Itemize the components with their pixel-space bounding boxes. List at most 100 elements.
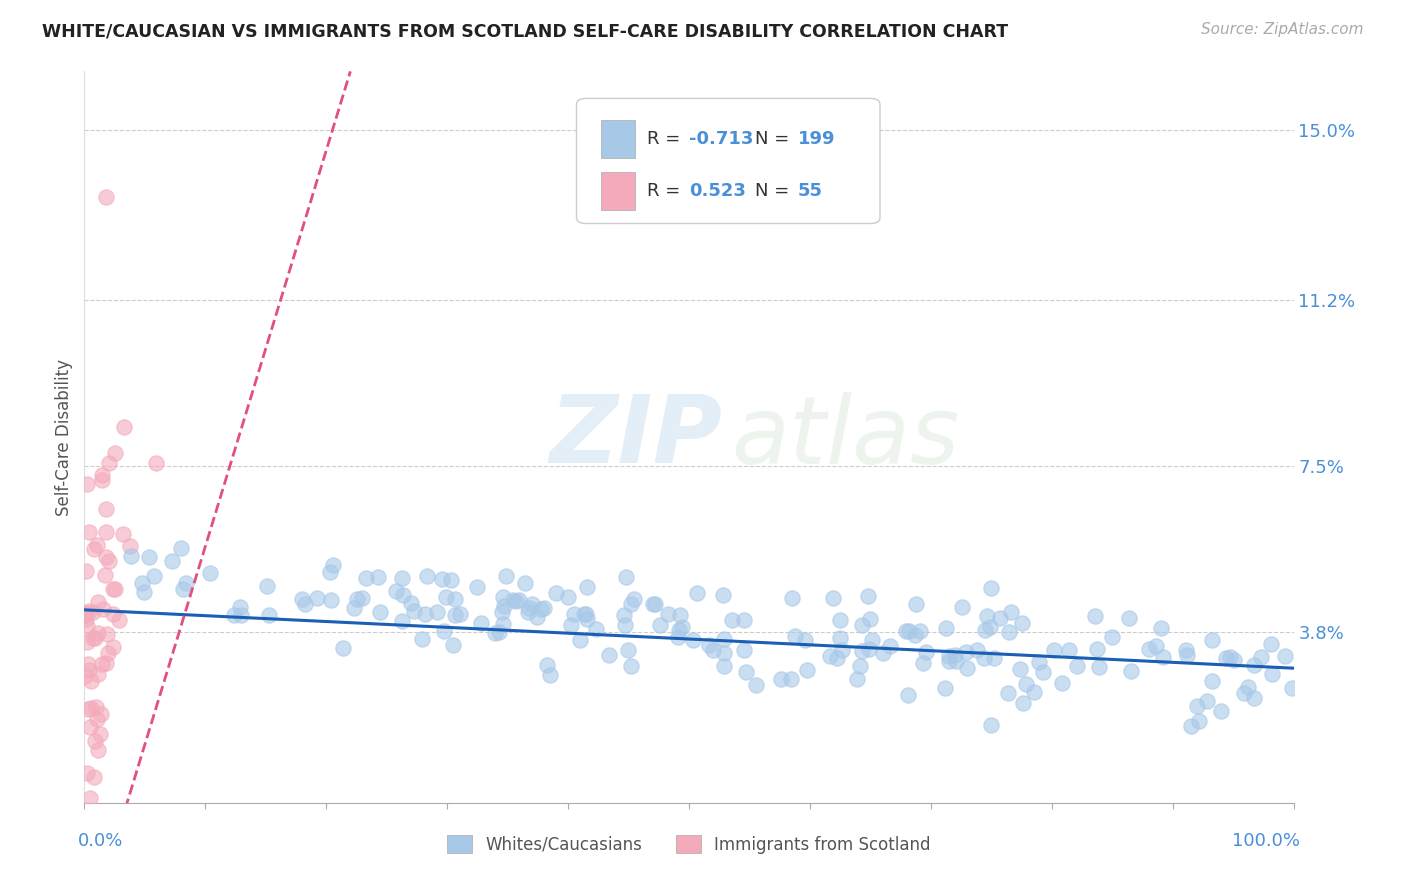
Point bbox=[641, 597, 664, 611]
Point bbox=[1243, 690, 1265, 705]
Point bbox=[90, 707, 112, 722]
Point bbox=[849, 658, 872, 673]
Point bbox=[956, 661, 979, 675]
Point bbox=[657, 607, 679, 621]
Point bbox=[711, 588, 734, 602]
Point bbox=[794, 632, 817, 647]
Point bbox=[818, 648, 841, 663]
Point bbox=[1121, 664, 1143, 678]
Point bbox=[416, 569, 439, 583]
Point bbox=[430, 573, 453, 587]
Point bbox=[94, 550, 117, 565]
Point bbox=[976, 609, 998, 624]
Point bbox=[783, 629, 806, 643]
Point bbox=[612, 607, 634, 622]
Point bbox=[84, 734, 107, 748]
Point bbox=[319, 565, 342, 579]
Point bbox=[229, 600, 252, 615]
Text: 0.523: 0.523 bbox=[689, 182, 745, 200]
Point bbox=[120, 549, 142, 563]
Point bbox=[1175, 643, 1198, 657]
Point bbox=[1008, 661, 1031, 675]
Point bbox=[914, 645, 936, 659]
Point bbox=[94, 656, 117, 670]
Point bbox=[713, 632, 735, 647]
Point bbox=[488, 624, 510, 639]
Point bbox=[305, 591, 328, 605]
Point bbox=[77, 657, 100, 671]
Point bbox=[1144, 639, 1167, 653]
Point bbox=[352, 591, 374, 606]
Point bbox=[904, 628, 927, 642]
Point bbox=[945, 654, 967, 668]
Point bbox=[1024, 685, 1046, 699]
Point bbox=[1223, 653, 1246, 667]
Point bbox=[96, 626, 118, 640]
Point bbox=[89, 726, 111, 740]
Point bbox=[1211, 704, 1233, 718]
Point bbox=[735, 665, 758, 679]
Point bbox=[796, 663, 818, 677]
Point bbox=[491, 605, 513, 619]
Point bbox=[530, 602, 553, 616]
Point bbox=[131, 576, 153, 591]
Point bbox=[343, 601, 366, 615]
Point bbox=[569, 632, 592, 647]
Point bbox=[1175, 648, 1198, 662]
Point bbox=[98, 456, 121, 470]
Point bbox=[938, 649, 960, 664]
Point bbox=[1261, 666, 1284, 681]
Point bbox=[546, 586, 568, 600]
Point bbox=[1233, 686, 1256, 700]
Point bbox=[828, 631, 851, 645]
Point bbox=[669, 607, 692, 622]
Point bbox=[120, 539, 142, 553]
Point bbox=[897, 624, 920, 639]
Point bbox=[77, 702, 100, 716]
Point bbox=[513, 576, 536, 591]
Point bbox=[90, 657, 112, 672]
Point bbox=[644, 597, 666, 611]
Point bbox=[402, 604, 425, 618]
Point bbox=[101, 607, 124, 621]
Point bbox=[391, 571, 413, 585]
Point bbox=[1085, 642, 1108, 657]
Point bbox=[904, 597, 927, 611]
Point bbox=[713, 658, 735, 673]
Point bbox=[872, 647, 894, 661]
Point bbox=[104, 446, 127, 460]
Point bbox=[87, 594, 110, 608]
Point bbox=[934, 681, 956, 695]
Point bbox=[1066, 658, 1088, 673]
Point bbox=[492, 599, 515, 613]
Legend: Whites/Caucasians, Immigrants from Scotland: Whites/Caucasians, Immigrants from Scotl… bbox=[440, 829, 938, 860]
Point bbox=[465, 580, 488, 594]
Point bbox=[1152, 649, 1174, 664]
Point bbox=[575, 607, 598, 621]
Point bbox=[75, 564, 97, 578]
Point bbox=[668, 623, 690, 637]
Point bbox=[575, 580, 598, 594]
Point bbox=[73, 669, 96, 683]
Point bbox=[1180, 719, 1202, 733]
Point bbox=[143, 569, 166, 583]
Point bbox=[980, 581, 1002, 595]
Point bbox=[897, 688, 920, 702]
Point bbox=[988, 611, 1011, 625]
Point bbox=[702, 643, 724, 657]
Point bbox=[780, 672, 803, 686]
Point bbox=[1028, 655, 1050, 669]
Point bbox=[385, 583, 408, 598]
Point bbox=[449, 607, 471, 621]
Point bbox=[912, 657, 935, 671]
Point bbox=[979, 620, 1001, 634]
Point bbox=[97, 646, 120, 660]
FancyBboxPatch shape bbox=[576, 98, 880, 224]
Point bbox=[502, 593, 524, 607]
Text: WHITE/CAUCASIAN VS IMMIGRANTS FROM SCOTLAND SELF-CARE DISABILITY CORRELATION CHA: WHITE/CAUCASIAN VS IMMIGRANTS FROM SCOTL… bbox=[42, 22, 1008, 40]
Point bbox=[721, 614, 744, 628]
Text: Source: ZipAtlas.com: Source: ZipAtlas.com bbox=[1201, 22, 1364, 37]
Point bbox=[426, 605, 449, 619]
Point bbox=[160, 554, 183, 568]
Point bbox=[1219, 649, 1241, 664]
